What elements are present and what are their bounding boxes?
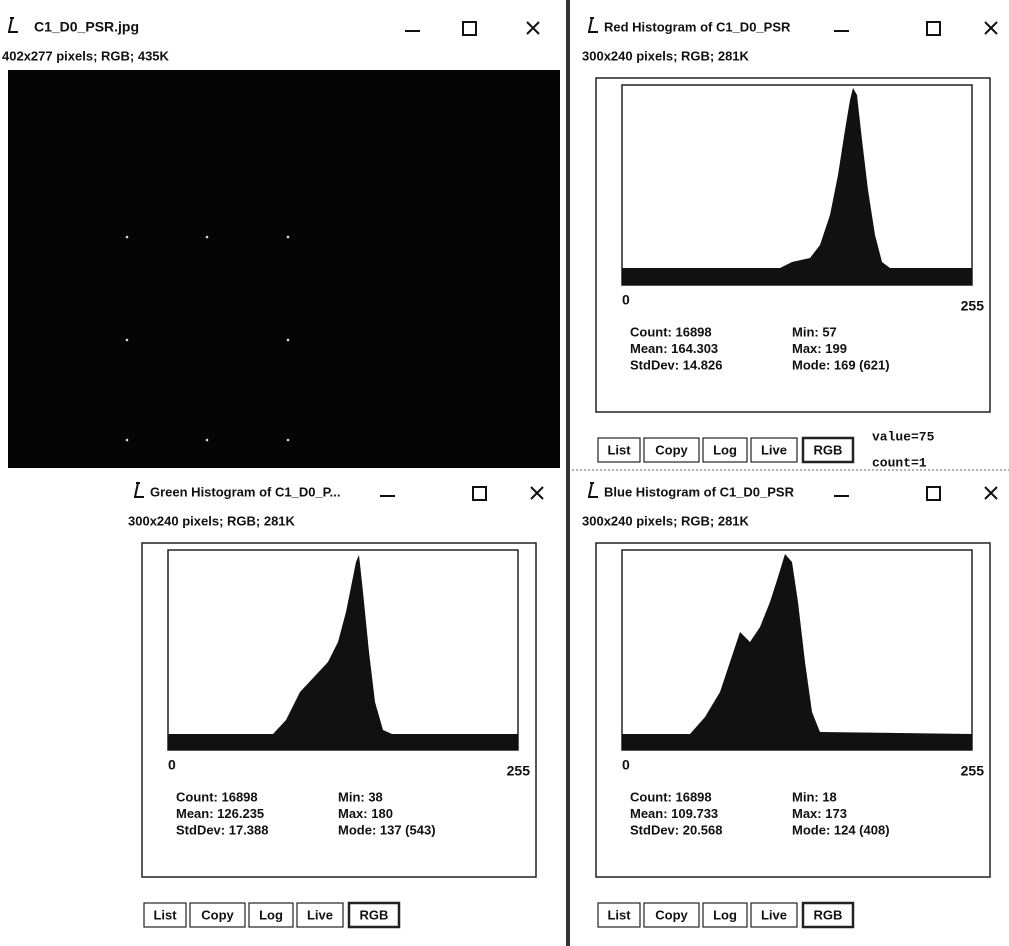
stat-text: Max: 173: [792, 806, 847, 821]
histogram-window: Blue Histogram of C1_D0_PSR 300x240 pixel…: [582, 483, 997, 927]
button-label[interactable]: Log: [713, 442, 737, 457]
button-label[interactable]: RGB: [360, 907, 389, 922]
window-info: 300x240 pixels; RGB; 281K: [582, 48, 750, 63]
window-info: 300x240 pixels; RGB; 281K: [582, 513, 750, 528]
window-title: C1_D0_PSR.jpg: [34, 19, 139, 35]
image-window: C1_D0_PSR.jpg 402x277 pixels; RGB; 435K: [2, 18, 560, 468]
axis-min-label: 0: [622, 292, 630, 308]
axis-min-label: 0: [168, 757, 176, 773]
button-label[interactable]: Copy: [655, 907, 688, 922]
stat-text: Mode: 137 (543): [338, 822, 436, 837]
stat-text: Mean: 164.303: [630, 341, 718, 356]
axis-max-label: 255: [507, 763, 531, 779]
stat-text: Min: 38: [338, 789, 383, 804]
image-canvas: [8, 70, 560, 468]
button-label[interactable]: Log: [259, 907, 283, 922]
button-label[interactable]: RGB: [814, 907, 843, 922]
axis-max-label: 255: [961, 298, 985, 314]
window-body: Red Histogram of C1_D0_PSR 300x240 pixels…: [582, 18, 997, 470]
stat-text: Mode: 124 (408): [792, 822, 890, 837]
button-label[interactable]: Log: [713, 907, 737, 922]
histogram-window: Green Histogram of C1_D0_P... 300x240 pix…: [128, 483, 543, 927]
stat-text: Mean: 109.733: [630, 806, 718, 821]
stat-text: Mode: 169 (621): [792, 357, 890, 372]
button-label[interactable]: Copy: [655, 442, 688, 457]
screen: C1_D0_PSR.jpg 402x277 pixels; RGB; 435K …: [0, 0, 1009, 946]
axis-max-label: 255: [961, 763, 985, 779]
window-title: Green Histogram of C1_D0_P...: [150, 484, 341, 499]
window-title: Red Histogram of C1_D0_PSR: [604, 19, 791, 34]
stat-text: Max: 180: [338, 806, 393, 821]
stat-text: StdDev: 14.826: [630, 357, 723, 372]
button-label[interactable]: List: [607, 442, 631, 457]
window-info: 300x240 pixels; RGB; 281K: [128, 513, 296, 528]
stat-text: Count: 16898: [630, 789, 712, 804]
axis-min-label: 0: [622, 757, 630, 773]
window-divider: [566, 0, 570, 946]
histogram-window: Red Histogram of C1_D0_PSR 300x240 pixels…: [582, 18, 997, 470]
button-label[interactable]: List: [607, 907, 631, 922]
readout-text: value=75: [872, 429, 935, 444]
button-label[interactable]: Live: [761, 442, 787, 457]
window-title: Blue Histogram of C1_D0_PSR: [604, 484, 795, 499]
stat-text: StdDev: 20.568: [630, 822, 723, 837]
button-label[interactable]: RGB: [814, 442, 843, 457]
button-label[interactable]: Live: [761, 907, 787, 922]
stat-text: Count: 16898: [630, 324, 712, 339]
stat-text: Count: 16898: [176, 789, 258, 804]
stat-text: Max: 199: [792, 341, 847, 356]
button-label[interactable]: Live: [307, 907, 333, 922]
button-label[interactable]: List: [153, 907, 177, 922]
plot-frame: [622, 85, 972, 285]
image-info: 402x277 pixels; RGB; 435K: [2, 48, 170, 63]
stat-text: Mean: 126.235: [176, 806, 264, 821]
stat-text: StdDev: 17.388: [176, 822, 269, 837]
stat-text: Min: 18: [792, 789, 837, 804]
stat-text: Min: 57: [792, 324, 837, 339]
button-label[interactable]: Copy: [201, 907, 234, 922]
